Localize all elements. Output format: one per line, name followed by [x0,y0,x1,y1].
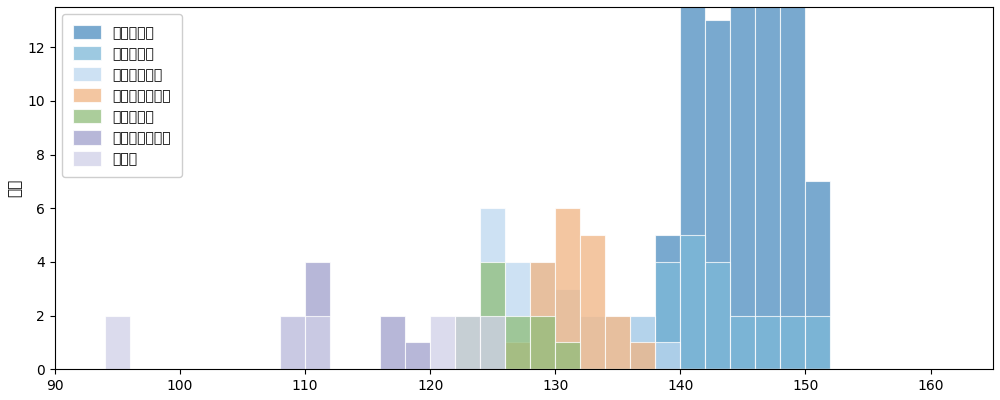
Bar [555,342,580,369]
Bar [505,262,530,369]
Bar [655,342,680,369]
Bar [580,235,605,369]
Bar [480,262,505,369]
Bar [530,262,555,369]
Bar [555,289,580,369]
Bar [705,262,730,369]
Bar [280,316,305,369]
Bar [680,235,705,369]
Bar [280,316,305,369]
Bar [505,342,530,369]
Bar [605,316,630,369]
Bar [655,235,680,369]
Bar [580,316,605,369]
Bar [430,316,455,369]
Bar [630,316,655,369]
Bar [480,316,505,369]
Bar [305,262,330,369]
Bar [805,182,830,369]
Bar [530,316,555,369]
Bar [780,316,805,369]
Bar [630,316,655,369]
Bar [805,316,830,369]
Bar [755,0,780,369]
Bar [780,0,805,369]
Bar [455,316,480,369]
Bar [730,316,755,369]
Bar [630,342,655,369]
Bar [305,316,330,369]
Bar [655,262,680,369]
Bar [505,316,530,369]
Bar [405,342,430,369]
Y-axis label: 球数: 球数 [7,179,22,197]
Bar [455,316,480,369]
Legend: ストレート, ツーシーム, カットボール, チェンジアップ, スライダー, ナックルカーブ, カーブ: ストレート, ツーシーム, カットボール, チェンジアップ, スライダー, ナッ… [62,14,182,177]
Bar [755,316,780,369]
Bar [680,0,705,369]
Bar [380,316,405,369]
Bar [730,0,755,369]
Bar [105,316,130,369]
Bar [480,208,505,369]
Bar [605,316,630,369]
Bar [555,208,580,369]
Bar [530,262,555,369]
Bar [705,20,730,369]
